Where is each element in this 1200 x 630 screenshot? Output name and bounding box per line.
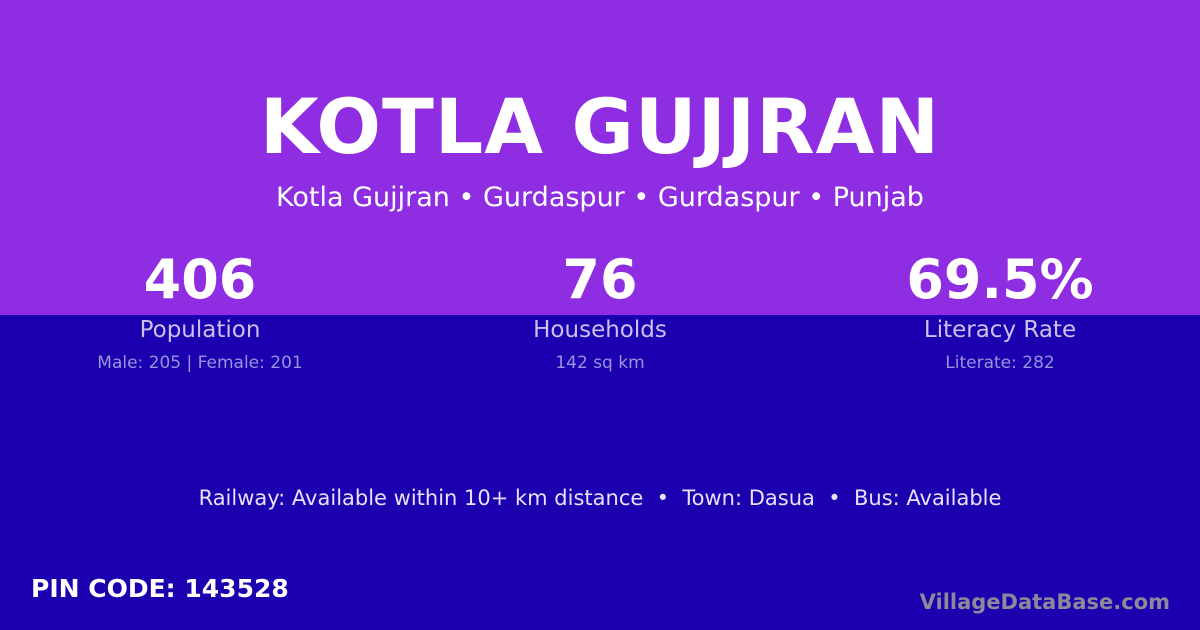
stat-detail: 142 sq km: [555, 353, 645, 373]
stat-detail: Literate: 282: [945, 353, 1055, 373]
header-band: [0, 0, 1200, 315]
stat-label: Population: [139, 317, 261, 343]
stat-label: Households: [533, 317, 667, 343]
stat-detail: Male: 205 | Female: 201: [97, 353, 303, 373]
stat-value: 69.5%: [906, 248, 1094, 311]
stat-label: Literacy Rate: [923, 317, 1077, 343]
stat-households: 76 Households 142 sq km: [400, 248, 800, 373]
location-breadcrumb: Kotla Gujjran • Gurdaspur • Gurdaspur • …: [276, 182, 924, 213]
brand-logo: VillageDataBase.com: [919, 590, 1170, 614]
pin-code: PIN CODE: 143528: [31, 574, 289, 603]
stat-literacy: 69.5% Literacy Rate Literate: 282: [800, 248, 1200, 373]
village-title: KOTLA GUJJRAN: [259, 82, 941, 171]
stat-value: 406: [143, 248, 257, 311]
stat-value: 76: [562, 248, 638, 311]
facilities-line: Railway: Available within 10+ km distanc…: [198, 486, 1002, 510]
stat-population: 406 Population Male: 205 | Female: 201: [0, 248, 400, 373]
